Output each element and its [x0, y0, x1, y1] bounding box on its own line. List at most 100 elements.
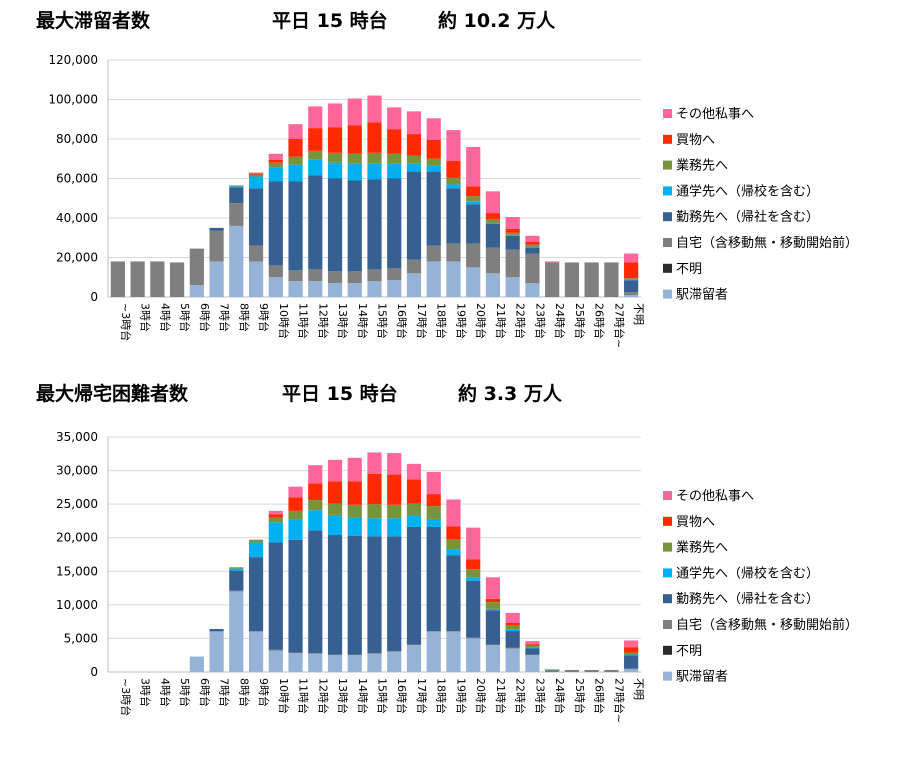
bar-segment — [367, 122, 382, 153]
x-tick-label: 21時台 — [494, 678, 508, 714]
chart1-svg: 0 20,000 40,000 60,000 80,000 100,000 120,000 ~… — [48, 53, 858, 348]
chart1-title-time: 平日 15 時台 — [272, 10, 388, 32]
bar-segment — [505, 647, 520, 649]
bar-segment — [367, 518, 382, 537]
x-tick-label: 27時台~ — [612, 678, 626, 723]
bar-segment — [288, 139, 303, 157]
legend-label: 勤務先へ（帰社を含む） — [676, 591, 819, 607]
x-tick-label: 15時台 — [376, 678, 390, 714]
bar-segment — [308, 128, 323, 151]
bar-segment — [584, 669, 599, 672]
x-tick-label: 10時台 — [277, 678, 291, 714]
bar-segment — [367, 504, 382, 519]
bar-segment — [525, 241, 540, 245]
y-tick-label: 100,000 — [48, 93, 98, 107]
bar-segment — [446, 631, 461, 632]
legend-swatch — [663, 620, 672, 629]
bar-segment — [387, 504, 402, 519]
x-tick-label: 24時台 — [553, 678, 567, 714]
bar-segment — [268, 265, 283, 278]
legend-swatch — [663, 542, 672, 552]
x-tick-label: 26時台 — [593, 678, 607, 714]
bar-segment — [308, 483, 323, 501]
bar-segment — [485, 645, 501, 672]
bar-segment — [209, 261, 224, 297]
bar-segment — [367, 179, 382, 270]
legend-swatch — [663, 289, 672, 299]
bar-segment — [367, 163, 382, 180]
bar-segment — [268, 517, 283, 523]
bar-segment — [169, 262, 185, 297]
bar-segment — [525, 247, 540, 254]
bar-segment — [387, 153, 402, 164]
bar-segment — [387, 178, 402, 269]
bar-segment — [485, 213, 501, 219]
x-tick-label: 6時台 — [198, 303, 212, 332]
bar-segment — [485, 222, 501, 224]
y-tick-label: 15,000 — [56, 564, 98, 578]
x-tick-label: 18時台 — [435, 678, 449, 714]
bar-segment — [308, 281, 323, 297]
x-tick-label: 15時台 — [376, 303, 390, 339]
bar-segment — [327, 162, 343, 179]
bar-segment — [347, 457, 362, 482]
bar-segment — [347, 655, 362, 672]
bar-segment — [248, 173, 264, 175]
bar-segment — [505, 625, 520, 630]
bar-segment — [308, 175, 323, 270]
bar-segment — [347, 481, 362, 505]
x-tick-label: 14時台 — [356, 303, 370, 339]
legend-label: 勤務先へ（帰社を含む） — [676, 209, 819, 225]
x-tick-label: 25時台 — [573, 678, 587, 714]
bar-segment — [209, 629, 224, 632]
x-tick-label: 20時台 — [474, 678, 488, 714]
legend-label: その他私事へ — [676, 489, 754, 504]
bar-segment — [604, 669, 619, 672]
x-tick-label: 13時台 — [336, 678, 350, 714]
bar-segment — [624, 279, 639, 281]
legend-label: 通学先へ（帰校を含む） — [676, 565, 819, 581]
bar-segment — [545, 669, 560, 672]
bar-segment — [327, 459, 343, 482]
bar-segment — [288, 181, 303, 271]
x-tick-label: 17時台 — [415, 678, 429, 714]
bar-segment — [150, 261, 165, 297]
bar-segment — [229, 591, 244, 672]
bar-segment — [446, 539, 461, 550]
bar-segment — [406, 515, 422, 527]
bar-segment — [485, 191, 501, 214]
bar-segment — [110, 261, 125, 297]
legend-label: 自宅（含移動無・移動開始前） — [676, 235, 858, 251]
bar-segment — [387, 453, 402, 475]
legend-label: 通学先へ（帰校を含む） — [676, 183, 819, 199]
bar-segment — [229, 186, 244, 188]
bar-segment — [426, 631, 441, 632]
bar-segment — [545, 669, 560, 670]
bar-segment — [505, 217, 520, 229]
bar-segment — [466, 196, 481, 202]
bar-segment — [485, 218, 501, 223]
bar-segment — [268, 277, 283, 297]
bar-segment — [505, 228, 520, 233]
bar-segment — [347, 153, 362, 164]
bar-segment — [229, 203, 244, 226]
bar-segment — [367, 281, 382, 297]
bar-segment — [327, 283, 343, 297]
bar-segment — [347, 517, 362, 536]
x-tick-label: 20時台 — [474, 303, 488, 339]
bar-segment — [367, 95, 382, 123]
bar-segment — [624, 262, 639, 279]
x-tick-label: 16時台 — [395, 303, 409, 339]
bar-segment — [525, 641, 540, 645]
bar-segment — [505, 234, 520, 236]
bar-segment — [327, 655, 343, 672]
legend-swatch — [663, 491, 672, 500]
legend-swatch — [663, 160, 672, 170]
bar-segment — [288, 281, 303, 297]
bar-segment — [505, 631, 520, 648]
bar-segment — [485, 610, 501, 645]
bar-segment — [288, 156, 303, 165]
bar-segment — [308, 159, 323, 176]
bar-segment — [327, 535, 343, 655]
x-tick-label: 3時台 — [139, 678, 153, 707]
